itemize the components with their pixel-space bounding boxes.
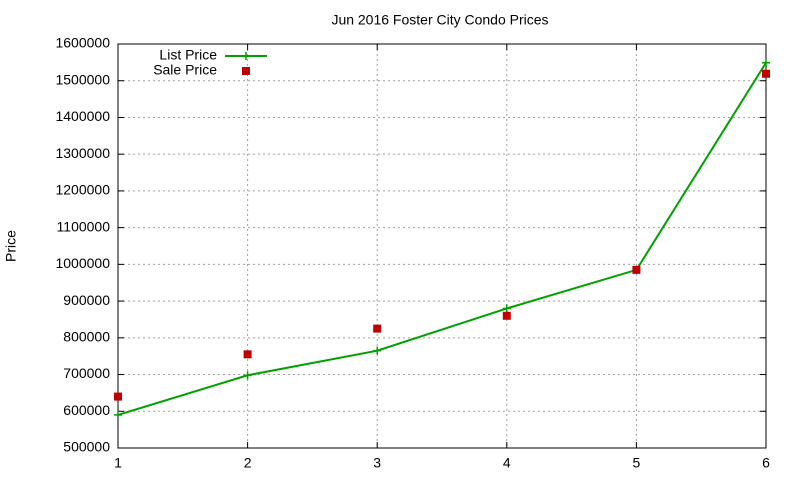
point [762, 69, 770, 78]
x-tick-label: 4 [503, 455, 511, 471]
y-tick-label: 1600000 [55, 35, 110, 51]
y-tick-label: 1200000 [55, 182, 110, 198]
y-tick-label: 1300000 [55, 145, 110, 161]
plot-frame [117, 43, 767, 449]
y-tick-label: 1500000 [55, 71, 110, 87]
point [632, 265, 641, 274]
y-axis-label: Price [3, 230, 19, 262]
x-tick-label: 2 [244, 455, 252, 471]
x-tick-label: 6 [762, 455, 770, 471]
y-tick-label: 800000 [63, 329, 110, 345]
point [114, 392, 122, 401]
point [502, 311, 511, 320]
point [762, 58, 770, 67]
x-tick-label: 5 [633, 455, 641, 471]
y-tick-label: 1100000 [57, 218, 111, 234]
y-tick-label: 1000000 [55, 255, 110, 271]
point [114, 410, 122, 419]
x-tick-label: 1 [114, 455, 122, 471]
y-tick-label: 700000 [63, 365, 110, 381]
chart-title: Jun 2016 Foster City Condo Prices [331, 12, 548, 28]
y-tick-label: 1400000 [55, 108, 110, 124]
point [373, 324, 382, 333]
point [502, 304, 511, 313]
legend-label: Sale Price [153, 62, 217, 78]
point [373, 346, 382, 355]
legend-swatch [242, 67, 250, 75]
legend-label: List Price [159, 47, 217, 63]
y-tick-label: 600000 [63, 402, 110, 418]
y-tick-label: 900000 [63, 292, 110, 308]
point [243, 371, 252, 380]
legend-marker [242, 52, 250, 60]
x-tick-label: 3 [373, 455, 381, 471]
point [243, 350, 252, 359]
y-tick-label: 500000 [63, 439, 110, 455]
series-line [117, 62, 767, 416]
